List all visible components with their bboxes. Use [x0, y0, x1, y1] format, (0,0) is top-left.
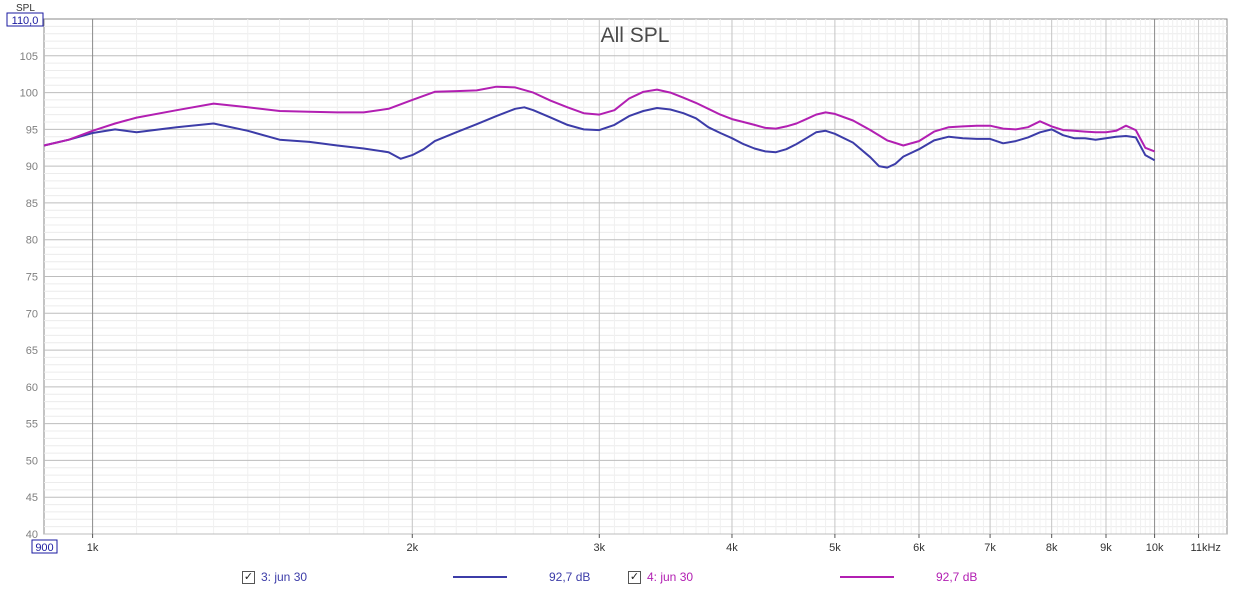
y-tick-label: 60 [26, 382, 38, 394]
legend-item-series-4: ✓ 4: jun 30 [628, 568, 693, 586]
y-tick-label: 80 [26, 235, 38, 247]
x-tick-label: 1k [87, 542, 99, 554]
y-tick-label: 65 [26, 345, 38, 357]
y-tick-label: 100 [20, 88, 38, 100]
series-line-3 [43, 106, 1156, 169]
y-tick-label: 75 [26, 272, 38, 284]
y-tick-label: 90 [26, 161, 38, 173]
y-tick-label: 45 [26, 492, 38, 504]
series-lines [43, 85, 1156, 169]
x-tick-label: 3k [593, 542, 605, 554]
x-tick-label: 7k [984, 542, 996, 554]
y-tick-label: 105 [20, 51, 38, 63]
series-4-checkbox[interactable]: ✓ [628, 570, 641, 584]
series-4-name: 4: jun 30 [647, 570, 694, 584]
y-axis-label: SPL [16, 3, 35, 14]
x-tick-label: 10k [1146, 542, 1164, 554]
plot-area [43, 18, 1228, 535]
x-min-box[interactable]: 900 [31, 539, 58, 554]
x-tick-label: 9k [1100, 542, 1112, 554]
y-tick-label: 40 [26, 529, 38, 541]
x-tick-label: 8k [1046, 542, 1058, 554]
series-3-name: 3: jun 30 [261, 570, 308, 584]
legend-level-series-4: 92,7 dB [936, 568, 977, 586]
grid [44, 19, 1227, 535]
series-line-4 [43, 85, 1155, 153]
series-3-line-swatch [453, 576, 507, 578]
x-min-value: 900 [35, 542, 53, 554]
y-tick-label: 95 [26, 124, 38, 136]
x-tick-labels: 1k 2k 3k 4k 5k 6k 7k 8k 9k 10k 11kHz [87, 534, 1221, 554]
y-tick-label: 55 [26, 419, 38, 431]
y-tick-label: 50 [26, 455, 38, 467]
x-tick-label: 6k [913, 542, 925, 554]
y-max-box[interactable]: 110,0 [6, 12, 44, 27]
x-tick-label: 4k [726, 542, 738, 554]
series-3-level: 92,7 dB [549, 570, 591, 584]
y-tick-label: 85 [26, 198, 38, 210]
chart-title: All SPL [601, 24, 670, 47]
x-tick-label: 11kHz [1191, 542, 1221, 554]
y-max-value: 110,0 [12, 15, 39, 27]
series-4-line-swatch [840, 576, 894, 578]
legend-level-series-3: 92,7 dB [549, 568, 590, 586]
x-tick-label: 2k [406, 542, 418, 554]
series-4-level: 92,7 dB [936, 570, 978, 584]
y-tick-label: 70 [26, 308, 38, 320]
x-tick-label: 5k [829, 542, 841, 554]
legend-swatch-series-4 [840, 568, 894, 586]
series-3-checkbox[interactable]: ✓ [242, 570, 255, 584]
legend-swatch-series-3 [453, 568, 507, 586]
y-tick-labels: 40 45 50 55 60 65 70 75 80 85 90 95 100 105 [20, 51, 38, 541]
legend-item-series-3: ✓ 3: jun 30 [242, 568, 307, 586]
